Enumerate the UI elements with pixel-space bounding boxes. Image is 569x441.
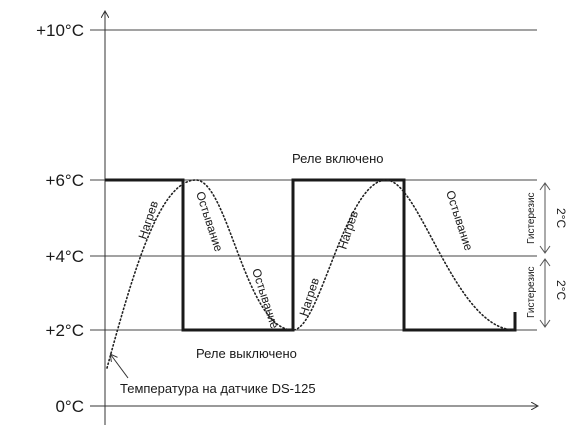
hysteresis-arrowhead-lower-bottom <box>539 319 551 328</box>
hysteresis-value-upper: 2°C <box>554 208 568 228</box>
sensor-label: Температура на датчике DS-125 <box>120 381 316 396</box>
hysteresis-arrowhead-lower-top <box>539 258 551 267</box>
hysteresis-label-lower: Гистерезис <box>526 266 537 318</box>
curve-label-cool-2: Остывание <box>249 267 282 331</box>
tick-label-4: +4°C <box>46 247 84 266</box>
sensor-temperature-curve <box>106 179 516 369</box>
relay-on-label: Реле включено <box>292 151 384 166</box>
hysteresis-arrowhead-upper-bottom <box>539 245 551 254</box>
curve-label-heat-3: Нагрев <box>336 209 362 251</box>
sensor-pointer-arrow <box>111 355 129 379</box>
tick-label-2: +2°C <box>46 321 84 340</box>
hysteresis-arrowhead-upper-top <box>539 182 551 191</box>
curve-label-cool-1: Остывание <box>193 190 226 254</box>
tick-label-10: +10°C <box>36 21 84 40</box>
curve-label-cool-3: Остывание <box>443 189 476 253</box>
hysteresis-label-upper: Гистерезис <box>526 192 537 244</box>
tick-label-6: +6°C <box>46 171 84 190</box>
relay-state-line <box>105 178 517 332</box>
tick-label-0: 0°C <box>55 397 84 416</box>
curve-label-heat-1: Нагрев <box>136 199 162 241</box>
relay-off-label: Реле выключено <box>196 346 297 361</box>
hysteresis-value-lower: 2°C <box>554 280 568 300</box>
